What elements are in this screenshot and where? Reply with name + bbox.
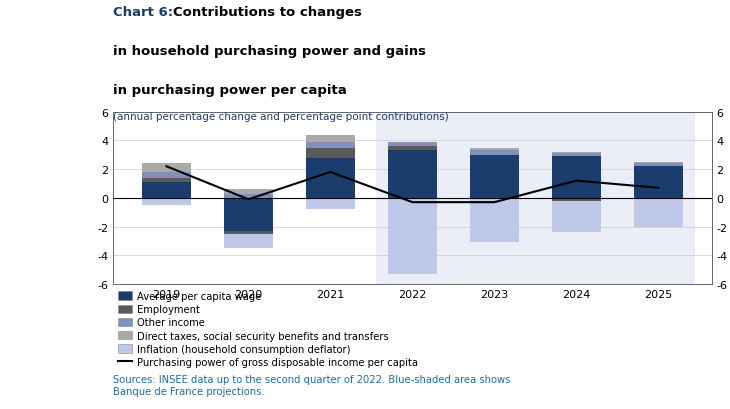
Bar [470, 198, 519, 200]
Text: in purchasing power per capita: in purchasing power per capita [113, 84, 347, 97]
Bar [552, 198, 601, 201]
Bar [552, 154, 601, 157]
Bar [142, 173, 191, 178]
Bar [306, 198, 355, 210]
Bar [388, 198, 437, 200]
Bar [552, 153, 601, 154]
Bar [634, 162, 683, 164]
Bar [224, 194, 273, 198]
Bar [224, 190, 273, 194]
Bar [142, 164, 191, 173]
Text: Chart 6:: Chart 6: [113, 6, 173, 19]
Bar [634, 164, 683, 167]
Bar [552, 201, 601, 233]
Text: Contributions to changes: Contributions to changes [173, 6, 362, 19]
Bar [142, 182, 191, 198]
Bar [470, 155, 519, 198]
Bar [388, 151, 437, 198]
Bar [470, 151, 519, 155]
Text: (annual percentage change and percentage point contributions): (annual percentage change and percentage… [113, 111, 449, 121]
Bar [142, 178, 191, 182]
Bar [306, 143, 355, 148]
Text: Sources: INSEE data up to the second quarter of 2022. Blue-shaded area shows
Ban: Sources: INSEE data up to the second qua… [113, 374, 510, 396]
Bar [634, 167, 683, 198]
Bar [306, 158, 355, 198]
Bar [306, 135, 355, 143]
Bar [142, 198, 191, 205]
Bar [552, 157, 601, 198]
Bar [634, 198, 683, 227]
Bar [224, 198, 273, 231]
Bar [470, 148, 519, 151]
Bar [224, 234, 273, 248]
Bar [375, 112, 696, 284]
Bar [306, 148, 355, 158]
Bar [470, 200, 519, 243]
Bar [388, 200, 437, 274]
Text: in household purchasing power and gains: in household purchasing power and gains [113, 45, 426, 58]
Legend: Average per capita wage, Employment, Other income, Direct taxes, social security: Average per capita wage, Employment, Oth… [118, 291, 418, 367]
Bar [224, 231, 273, 234]
Bar [388, 147, 437, 151]
Bar [388, 143, 437, 147]
